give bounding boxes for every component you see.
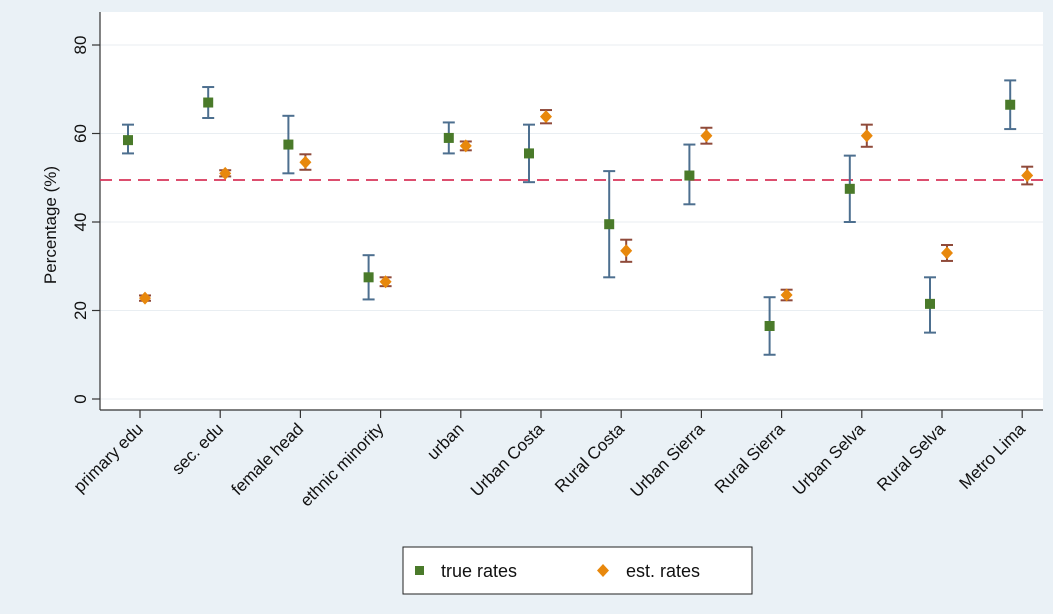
y-tick-label: 60 [71, 124, 90, 143]
true-rate-point [844, 183, 855, 194]
y-tick-label: 0 [71, 394, 90, 403]
grid-layer [100, 44, 1043, 400]
est-rate-point [860, 129, 873, 143]
true-rate-point [1005, 99, 1016, 110]
true-rate-point [524, 148, 534, 159]
plot-area [100, 12, 1043, 410]
legend-box [402, 546, 753, 595]
x-tick-label: urban [423, 419, 467, 463]
est-rate-point [459, 139, 472, 153]
x-tick-label: Rural Selva [873, 419, 949, 495]
series-layer [122, 79, 1034, 356]
true-rate-point [203, 97, 214, 108]
est-rate-point [139, 291, 151, 305]
legend-true-rates-marker [415, 566, 424, 575]
x-tick-label: Metro Lima [955, 419, 1029, 493]
legend-true-rates-label: true rates [441, 561, 517, 581]
true-rate-point [443, 132, 454, 143]
true-rate-point [925, 298, 935, 309]
x-tick-label: ethnic minority [296, 419, 387, 510]
y-tick-label: 40 [71, 213, 90, 232]
legend: true rates est. rates [402, 546, 753, 595]
x-tick-label: Urban Sierra [627, 419, 709, 501]
x-tick-label: Rural Sierra [711, 419, 789, 497]
true-rate-point [764, 320, 775, 331]
est-rate-point [379, 275, 392, 289]
legend-est-rates-label: est. rates [626, 561, 700, 581]
x-tick-label: Urban Selva [789, 419, 869, 499]
x-tick-label: Urban Costa [467, 419, 548, 500]
x-tick-label: Rural Costa [551, 419, 628, 496]
est-rate-point [780, 288, 793, 302]
est-rate-point [620, 244, 633, 258]
true-rate-point [684, 170, 695, 181]
y-axis-title: Percentage (%) [41, 166, 60, 284]
est-rate-point [299, 155, 312, 169]
est-rate-point [941, 246, 953, 260]
est-rate-point [700, 129, 713, 143]
est-rate-point [219, 166, 232, 180]
true-rate-point [363, 272, 374, 283]
true-rate-point [283, 139, 294, 150]
y-tick-label: 80 [71, 36, 90, 55]
x-tick-label: primary edu [70, 419, 147, 496]
true-rate-point [604, 219, 615, 230]
est-rate-point [1021, 169, 1034, 183]
true-rate-point [123, 135, 133, 146]
legend-est-rates-marker [597, 564, 609, 577]
y-tick-label: 20 [71, 301, 90, 320]
x-tick-label: sec. edu [168, 419, 227, 478]
est-rate-point [540, 110, 552, 124]
x-tick-label: female head [228, 419, 308, 499]
